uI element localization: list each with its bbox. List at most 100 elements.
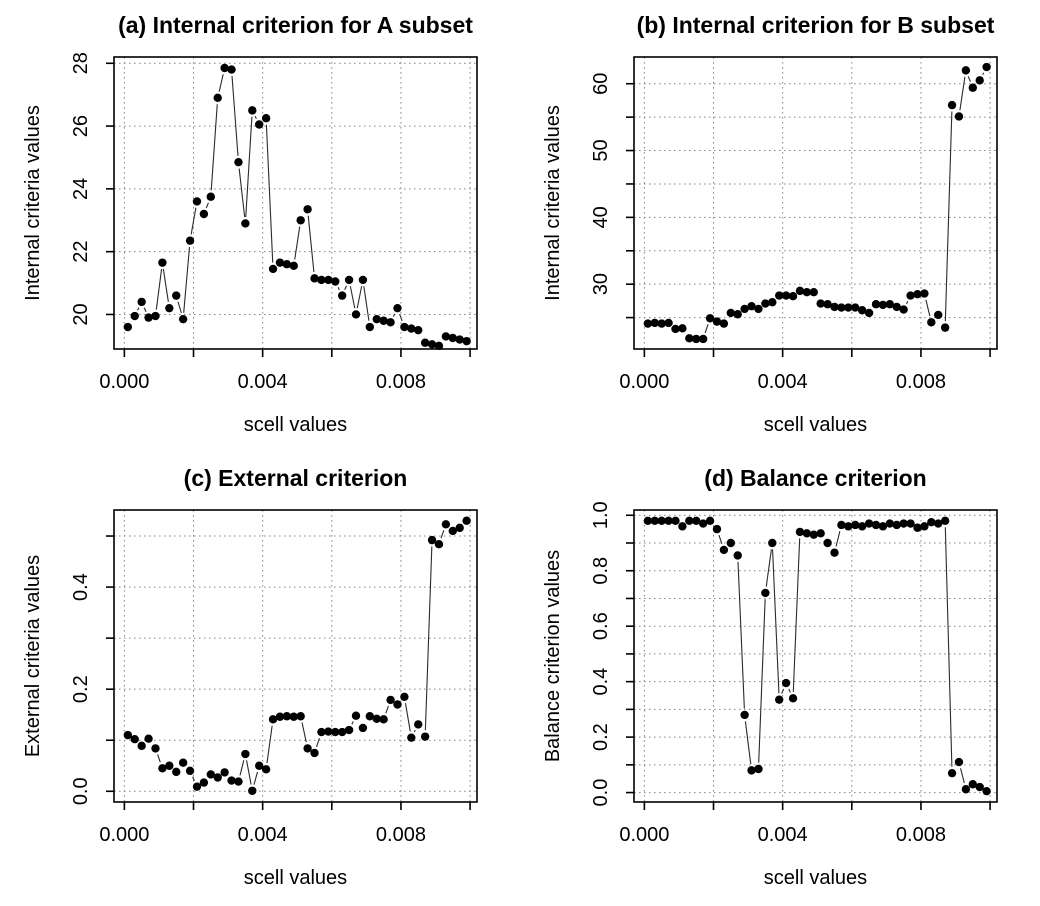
grid-lines bbox=[114, 510, 477, 802]
series-line-segment bbox=[959, 76, 966, 111]
data-point bbox=[144, 734, 153, 743]
chart-title: (a) Internal criterion for A subset bbox=[118, 12, 473, 38]
x-tick-label: 0.000 bbox=[619, 371, 669, 393]
data-point bbox=[864, 308, 874, 318]
series-line-segment bbox=[925, 299, 931, 317]
chart-b: 0.000 0.004 0.008 30 40 50 60 (b) Internal crit… bbox=[542, 12, 998, 436]
series-line-segment bbox=[385, 705, 389, 714]
data-point bbox=[448, 526, 457, 536]
chart-d: 0.000 0.004 0.008 0.0 0.2 0.4 0.6 0.8 1.0 (d) Bal… bbox=[542, 465, 998, 889]
data-point bbox=[220, 63, 229, 73]
series-line-segment bbox=[772, 549, 780, 694]
y-tick-label: 0.6 bbox=[590, 612, 612, 640]
x-tick-label: 0.008 bbox=[376, 371, 426, 393]
series-line-segment bbox=[137, 307, 140, 311]
series-line-segment bbox=[315, 737, 320, 748]
data-point bbox=[726, 538, 735, 548]
y-tick-label: 0.8 bbox=[590, 557, 612, 585]
series-line-segment bbox=[210, 104, 218, 191]
y-tick-label: 0.2 bbox=[70, 675, 92, 703]
data-point bbox=[795, 286, 805, 296]
data-point bbox=[185, 766, 195, 776]
plot-box bbox=[633, 56, 998, 350]
data-point bbox=[913, 290, 922, 299]
series-line-segment bbox=[351, 721, 354, 725]
plot-box bbox=[113, 509, 478, 803]
data-point bbox=[386, 695, 395, 705]
panel-d: 0.000 0.004 0.008 0.0 0.2 0.4 0.6 0.8 1.0 (d) Bal… bbox=[520, 453, 1040, 906]
data-point bbox=[927, 318, 936, 327]
data-point bbox=[227, 65, 236, 74]
plot-box bbox=[633, 509, 998, 803]
chart-a: 0.000 0.004 0.008 20 22 24 26 28 (a) Internal cr… bbox=[22, 12, 478, 436]
data-point bbox=[920, 522, 929, 531]
y-axis-title: Balance criterion values bbox=[542, 550, 564, 762]
data-point bbox=[151, 311, 160, 321]
y-tick-label: 60 bbox=[590, 73, 612, 95]
series-line-segment bbox=[835, 531, 841, 547]
data-point bbox=[165, 761, 174, 770]
data-point bbox=[892, 520, 901, 530]
data-point bbox=[448, 333, 457, 343]
series-line-segment bbox=[177, 301, 182, 314]
data-point bbox=[712, 524, 722, 534]
data-point bbox=[393, 700, 402, 709]
data-point bbox=[358, 723, 368, 733]
series-line-segment bbox=[245, 116, 253, 218]
x-axis-title: scell values bbox=[764, 414, 867, 436]
data-point bbox=[809, 288, 818, 297]
data-point bbox=[788, 694, 798, 703]
series-line-segment bbox=[781, 688, 785, 694]
data-point bbox=[934, 519, 943, 528]
series-line bbox=[157, 530, 445, 785]
data-point bbox=[358, 275, 368, 285]
data-point bbox=[365, 322, 375, 332]
data-point bbox=[178, 314, 188, 324]
data-point bbox=[802, 529, 812, 538]
data-point bbox=[802, 288, 812, 297]
data-point bbox=[982, 62, 991, 72]
data-point bbox=[747, 766, 756, 775]
data-point bbox=[123, 322, 133, 332]
data-point bbox=[816, 529, 825, 538]
data-point bbox=[158, 764, 167, 773]
data-point bbox=[692, 334, 701, 344]
data-point bbox=[372, 314, 381, 324]
data-point bbox=[462, 516, 471, 525]
data-point bbox=[664, 516, 673, 526]
data-point bbox=[899, 519, 908, 528]
data-point bbox=[151, 744, 160, 753]
series-line-segment bbox=[960, 768, 965, 784]
data-point bbox=[206, 192, 215, 201]
data-point bbox=[685, 516, 694, 526]
data-point bbox=[906, 519, 915, 528]
data-point bbox=[830, 548, 839, 557]
data-point bbox=[823, 300, 832, 309]
x-tick-label: 0.004 bbox=[758, 371, 808, 393]
data-point bbox=[462, 336, 471, 346]
data-point bbox=[275, 258, 285, 267]
data-point bbox=[878, 522, 888, 531]
data-point bbox=[144, 313, 153, 322]
data-point bbox=[296, 712, 305, 721]
series-points bbox=[643, 516, 991, 796]
data-point bbox=[165, 303, 174, 313]
series-line-segment bbox=[254, 115, 257, 119]
data-point bbox=[768, 538, 777, 548]
y-tick-label: 26 bbox=[70, 115, 92, 137]
data-point bbox=[365, 712, 375, 721]
y-tick-label: 0.0 bbox=[590, 779, 612, 807]
series-line-segment bbox=[301, 722, 307, 743]
data-point bbox=[837, 303, 846, 312]
data-point bbox=[781, 291, 791, 300]
data-point bbox=[455, 523, 464, 533]
data-point bbox=[678, 324, 687, 333]
x-tick-label: 0.008 bbox=[376, 824, 426, 846]
data-point bbox=[864, 519, 874, 528]
data-point bbox=[954, 757, 964, 767]
series-line-segment bbox=[792, 538, 801, 692]
series-line-segment bbox=[404, 703, 411, 732]
chart-c: 0.000 0.004 0.008 0.0 0.2 0.4 (c) External cri… bbox=[22, 465, 478, 889]
grid-lines bbox=[634, 57, 997, 349]
x-tick-label: 0.004 bbox=[238, 824, 288, 846]
